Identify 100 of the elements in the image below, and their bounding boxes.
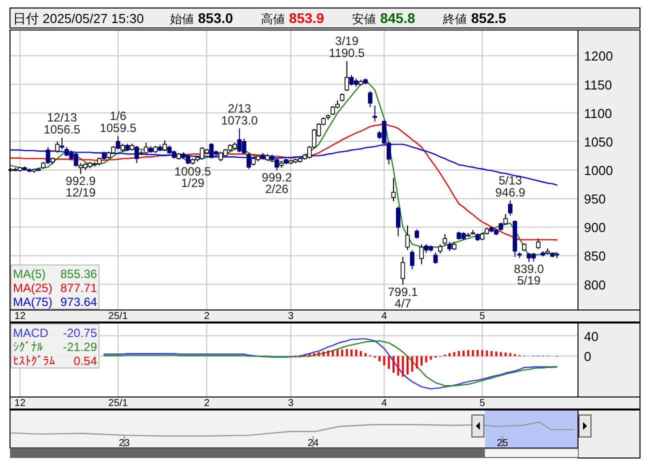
candlestick (396, 206, 400, 237)
line-series (10, 144, 558, 186)
text: 845.8 (380, 10, 416, 26)
x-tick-label: 2 (204, 311, 210, 322)
bar (336, 350, 338, 356)
annotation: 1009.5 1/29 (174, 164, 212, 190)
text: MACD (13, 326, 49, 340)
y-tick-label: 1200 (584, 48, 613, 64)
bar (495, 352, 498, 356)
text: 安値 (352, 12, 376, 26)
candlestick (60, 137, 64, 150)
y-tick-label: 0 (584, 349, 592, 364)
x-tick-label: 5 (479, 311, 486, 322)
text: MA(5) (13, 267, 46, 281)
bar (388, 356, 390, 369)
x-tick-label: 25/1 (108, 311, 128, 322)
y-tick-label: 1100 (584, 106, 612, 121)
bar (467, 350, 470, 356)
annotation: 877.71 (60, 281, 98, 295)
bar (481, 350, 484, 356)
bar (448, 353, 451, 356)
y-tick-label: 950 (584, 192, 606, 207)
bar (425, 356, 428, 362)
bar (420, 356, 423, 366)
bar (308, 354, 310, 356)
y-tick-label: 1050 (584, 134, 613, 150)
y-tick-label: 1000 (584, 163, 613, 178)
candlestick (344, 60, 350, 92)
x-tick-label: 3 (288, 311, 294, 322)
bar (411, 356, 414, 372)
text: 852.5 (471, 10, 506, 26)
text: 終値 (442, 12, 468, 26)
x-tick-label: 23 (118, 438, 130, 449)
candlestick (368, 90, 372, 108)
bar (322, 352, 324, 356)
bar (476, 350, 479, 356)
x-tick-label: 25 (496, 438, 508, 449)
bar (332, 350, 334, 356)
chart-title: 日付 2025/05/27 15:30 (13, 11, 144, 26)
y-tick-label: 900 (584, 220, 606, 236)
x-tick-label: 3 (288, 398, 294, 409)
annotation: 3/19 1190.5 (328, 34, 366, 60)
bar (397, 356, 400, 376)
bar (500, 352, 502, 356)
bar (346, 349, 348, 356)
bar (360, 351, 362, 356)
bar (416, 356, 418, 368)
bar (453, 352, 456, 356)
bar (430, 356, 432, 360)
candlestick (391, 178, 396, 202)
bar (472, 350, 474, 356)
text: 853.0 (198, 10, 234, 26)
annotation: -21.29 (63, 340, 98, 354)
annotation: 0.54 (74, 354, 98, 368)
text: MA(25) (13, 281, 52, 295)
bar (378, 356, 381, 362)
x-tick-label: 5 (479, 398, 486, 409)
candlestick (414, 228, 420, 240)
text: 始値 (170, 12, 194, 26)
annotation: 12/13 1056.5 (44, 110, 81, 137)
candlestick (508, 200, 512, 216)
candlestick (438, 244, 442, 254)
bar (486, 350, 488, 356)
candlestick (410, 250, 414, 270)
candlestick (536, 238, 540, 250)
candlestick (330, 106, 336, 116)
candlestick (372, 104, 378, 122)
candlestick (419, 244, 424, 265)
line-series (10, 123, 558, 240)
x-tick-label: 12 (14, 311, 26, 322)
candlestick (162, 140, 167, 152)
candlestick (442, 234, 448, 246)
x-tick-label: 4 (381, 311, 388, 322)
candlestick (134, 146, 139, 164)
candlestick (405, 224, 410, 250)
x-tick-label: 24 (308, 438, 320, 449)
bar (406, 356, 409, 375)
bar (504, 352, 507, 356)
annotation: -20.75 (63, 326, 98, 340)
bar (383, 356, 386, 366)
bar (402, 356, 404, 377)
x-tick-label: 2 (204, 398, 210, 409)
bar (462, 350, 465, 356)
candlestick (246, 152, 251, 170)
candlestick (55, 140, 60, 154)
text: ｼｸﾞﾅﾙ (13, 340, 43, 354)
text: 853.9 (289, 10, 324, 26)
annotation: 5/13 946.9 (495, 173, 526, 200)
bar (509, 353, 512, 356)
text: MA(75) (13, 295, 52, 309)
annotation: 2/13 1073.0 (221, 101, 258, 128)
bar (318, 352, 320, 356)
annotation: 839.0 5/19 (514, 262, 544, 288)
candlestick (503, 214, 508, 226)
x-tick-label: 25/1 (108, 398, 128, 409)
candlestick (447, 242, 452, 252)
annotation: 855.36 (60, 267, 98, 281)
candlestick (433, 252, 438, 264)
annotation: 992.9 12/19 (66, 174, 96, 200)
bar (313, 353, 316, 356)
